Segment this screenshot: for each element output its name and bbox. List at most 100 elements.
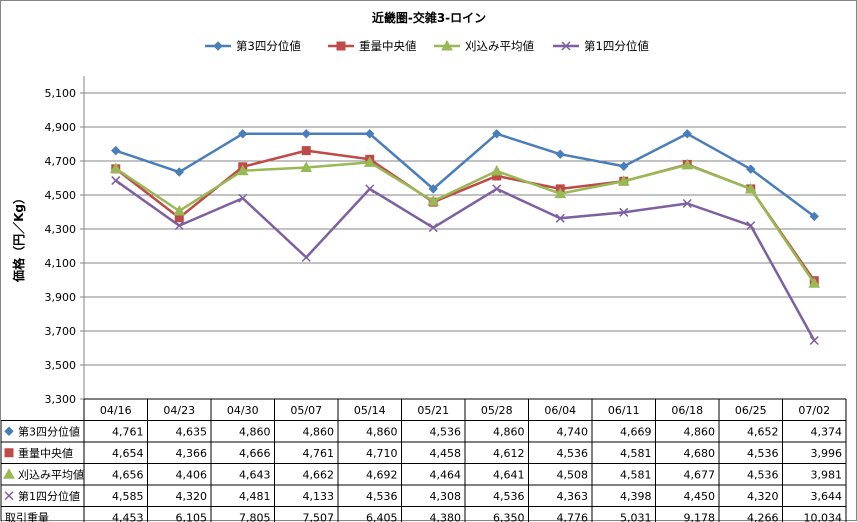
table-cell: 4,656: [112, 468, 144, 481]
table-cell: 4,450: [684, 490, 716, 503]
table-cell: 4,508: [557, 468, 589, 481]
series: [111, 146, 819, 286]
row-marker: [4, 491, 14, 501]
row-name: 第1四分位値: [18, 489, 80, 503]
series: [109, 156, 821, 288]
row-marker: [4, 426, 14, 436]
data-point: [619, 207, 629, 217]
data-point: [809, 335, 819, 346]
x-tick-label: 06/25: [735, 404, 767, 417]
data-point: [428, 223, 438, 233]
table-cell: 4,536: [747, 468, 779, 481]
data-point: [365, 184, 375, 194]
table-cell: 4,308: [430, 490, 462, 503]
data-point: [619, 161, 629, 171]
data-point: [238, 193, 248, 203]
table-cell: 5,031: [620, 511, 652, 522]
series-line: [115, 132, 815, 218]
table-cell: 4,860: [239, 425, 271, 438]
series-line: [115, 161, 816, 284]
legend-marker: [336, 41, 346, 51]
table-cell: 4,536: [366, 490, 398, 503]
x-tick-label: 05/07: [290, 404, 322, 417]
data-point: [555, 213, 565, 223]
legend-marker: [561, 41, 571, 51]
data-point: [301, 146, 311, 156]
table-cell: 4,761: [112, 425, 144, 438]
data-point: [427, 195, 440, 206]
table-cell: 4,641: [493, 468, 525, 481]
table-cell: 4,453: [112, 511, 144, 522]
table-cell: 6,105: [176, 511, 208, 522]
y-tick-label: 5,100: [45, 87, 77, 100]
y-tick-label: 4,300: [45, 223, 77, 236]
table-cell: 4,662: [303, 468, 335, 481]
data-point: [681, 158, 694, 170]
legend-marker: [441, 39, 453, 51]
table-cell: 4,380: [430, 511, 462, 522]
x-tick-label: 06/04: [544, 404, 576, 417]
table-cell: 4,635: [176, 425, 208, 438]
table-cell: 4,266: [747, 511, 779, 522]
legend-label: 第1四分位値: [584, 39, 649, 53]
table-cell: 4,366: [176, 447, 208, 460]
table-cell: 7,507: [303, 511, 335, 522]
y-tick-label: 3,500: [45, 359, 77, 372]
data-point: [809, 211, 819, 222]
row-legend-key: [4, 448, 14, 458]
table-cell: 4,585: [112, 490, 144, 503]
data-point: [428, 184, 438, 194]
x-tick-label: 04/30: [227, 404, 259, 417]
table-cell: 4,680: [684, 447, 716, 460]
table-cell: 4,320: [747, 490, 779, 503]
x-tick-label: 04/23: [163, 404, 195, 417]
series: [111, 129, 819, 222]
data-point: [109, 162, 122, 173]
legend-item: 第1四分位値: [553, 39, 649, 53]
data-table: 04/16 04/23 04/30 05/07 05/14 05/21 05/28 06/04…: [1, 398, 847, 522]
table-cell: 4,581: [620, 447, 652, 460]
legend-item: 重量中央値: [328, 39, 417, 53]
table-cell: 4,320: [176, 490, 208, 503]
y-axis: 3,300 3,500 3,700 3,900 4,100 4,300 4,500 4,700…: [45, 76, 85, 406]
table-cell: 4,406: [176, 468, 208, 481]
row-legend-key: [3, 468, 15, 479]
row-name: 重量中央値: [18, 446, 73, 460]
series-line: [115, 179, 816, 342]
legend-marker: [213, 41, 223, 51]
data-point: [682, 129, 692, 139]
table-cell: 4,458: [430, 447, 462, 460]
y-tick-label: 3,700: [45, 325, 77, 338]
y-tick-label: 3,900: [45, 291, 77, 304]
data-point: [492, 184, 502, 194]
x-tick-label: 06/18: [671, 404, 703, 417]
table-cell: 3,996: [811, 447, 843, 460]
row-name: 刈込み平均値: [18, 468, 84, 481]
table-cell: 4,464: [430, 468, 462, 481]
y-tick-label: 4,100: [45, 257, 77, 270]
data-point: [301, 129, 311, 139]
data-point: [236, 164, 249, 176]
series-lines: [109, 129, 821, 346]
row-legend-key: [4, 426, 14, 436]
table-cell: 4,398: [620, 490, 652, 503]
table-cell: 4,677: [684, 468, 716, 481]
table-cell: 4,740: [557, 425, 589, 438]
x-tick-label: 04/16: [100, 404, 132, 417]
table-cell: 4,669: [620, 425, 652, 438]
table-cell: 4,481: [239, 490, 271, 503]
table-cell: 4,710: [366, 447, 398, 460]
chart-title: 近畿圏-交雑3-ロイン: [372, 10, 486, 25]
table-cell: 4,643: [239, 468, 271, 481]
series: [111, 176, 819, 346]
x-tick-label: 07/02: [798, 404, 830, 417]
legend-item: 第3四分位値: [205, 39, 301, 53]
x-tick-label: 05/28: [481, 404, 513, 417]
legend-label: 重量中央値: [359, 39, 417, 53]
legend-label: 刈込み平均値: [465, 39, 534, 53]
data-point: [554, 187, 567, 199]
data-point: [174, 167, 184, 177]
table-cell: 10,034: [804, 511, 843, 522]
